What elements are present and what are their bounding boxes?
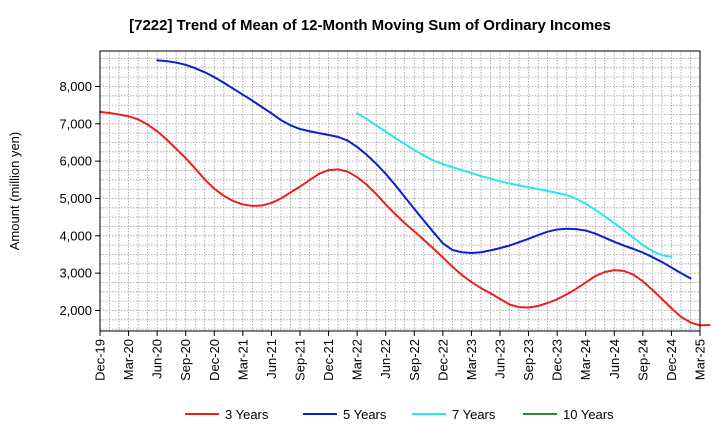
series-line-5-years <box>156 59 692 280</box>
x-tick-label: Dec-20 <box>207 339 222 381</box>
y-tick-label: 6,000 <box>59 154 92 169</box>
x-tick-label: Jun-24 <box>607 339 622 379</box>
x-tick-label: Jun-20 <box>150 339 165 379</box>
x-tick-label: Jun-22 <box>378 339 393 379</box>
x-tick-label: Mar-24 <box>578 339 593 380</box>
chart-title: [7222] Trend of Mean of 12-Month Moving … <box>129 17 611 34</box>
y-axis: 2,000 3,000 4,000 5,000 6,000 7,000 8,000 <box>59 79 100 318</box>
series-layer <box>99 59 711 327</box>
x-tick-label: Dec-22 <box>435 339 450 381</box>
x-tick-label: Sep-24 <box>635 339 650 381</box>
x-tick-label: Mar-23 <box>464 339 479 380</box>
y-tick-label: 4,000 <box>59 228 92 243</box>
legend: 3 Years 5 Years 7 Years 10 Years <box>185 407 614 422</box>
x-tick-label: Dec-24 <box>664 339 679 381</box>
legend-label: 7 Years <box>452 407 496 422</box>
x-tick-label: Mar-21 <box>235 339 250 380</box>
plot-area-frame <box>99 50 701 332</box>
x-tick-label: Dec-21 <box>321 339 336 381</box>
y-tick-label: 2,000 <box>59 303 92 318</box>
x-tick-label: Sep-23 <box>521 339 536 381</box>
x-axis: Dec-19 Mar-20 Jun-20 Sep-20 Dec-20 Mar-21 Jun-… <box>93 331 708 381</box>
series-line-3-years <box>99 110 711 327</box>
x-tick-label: Sep-20 <box>178 339 193 381</box>
legend-label: 3 Years <box>225 407 269 422</box>
x-tick-label: Sep-22 <box>407 339 422 381</box>
grid <box>100 51 700 331</box>
x-tick-label: Mar-25 <box>693 339 708 380</box>
x-tick-label: Dec-19 <box>93 339 108 381</box>
y-tick-label: 3,000 <box>59 266 92 281</box>
legend-label: 5 Years <box>343 407 387 422</box>
y-tick-label: 5,000 <box>59 191 92 206</box>
y-axis-label: Amount (million yen) <box>7 132 22 251</box>
series-line-7-years <box>356 112 673 258</box>
y-tick-label: 8,000 <box>59 79 92 94</box>
legend-label: 10 Years <box>563 407 614 422</box>
x-tick-label: Sep-21 <box>293 339 308 381</box>
x-tick-label: Dec-23 <box>550 339 565 381</box>
x-tick-label: Jun-21 <box>264 339 279 379</box>
x-tick-label: Mar-22 <box>350 339 365 380</box>
y-tick-label: 7,000 <box>59 116 92 131</box>
x-tick-label: Jun-23 <box>493 339 508 379</box>
x-tick-label: Mar-20 <box>121 339 136 380</box>
